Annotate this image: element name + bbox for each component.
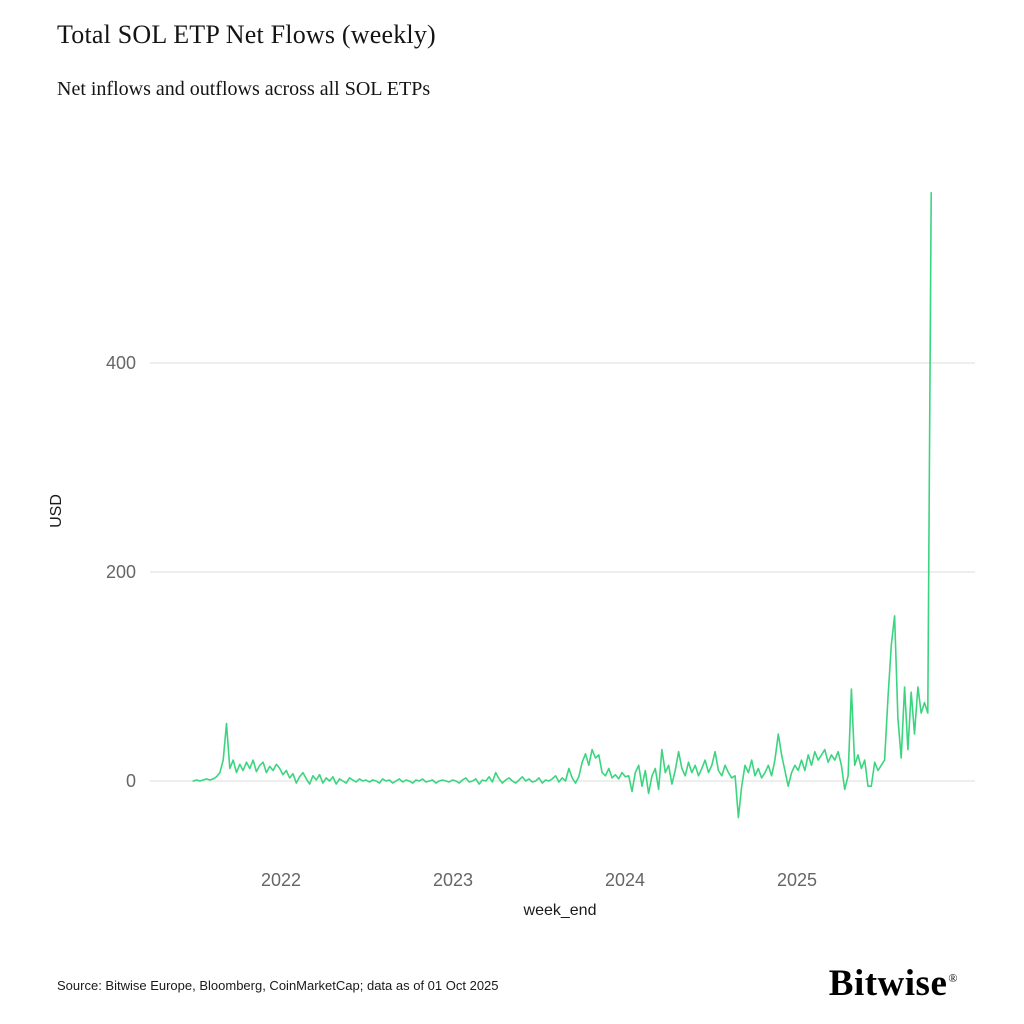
x-tick-label: 2023 <box>433 870 473 890</box>
source-note: Source: Bitwise Europe, Bloomberg, CoinM… <box>57 978 499 993</box>
x-tick-label: 2024 <box>605 870 645 890</box>
x-tick-label: 2022 <box>261 870 301 890</box>
registered-mark-icon: ® <box>948 970 958 985</box>
chart-subtitle: Net inflows and outflows across all SOL … <box>57 78 431 100</box>
net-flows-line <box>192 191 933 819</box>
x-tick-label: 2025 <box>777 870 817 890</box>
y-tick-label: 400 <box>106 353 136 373</box>
bitwise-logo: Bitwise® <box>829 962 958 1005</box>
y-tick-label: 200 <box>106 562 136 582</box>
chart-title: Total SOL ETP Net Flows (weekly) <box>57 20 436 49</box>
bitwise-wordmark: Bitwise <box>828 963 948 1004</box>
y-tick-label: 0 <box>126 771 136 791</box>
x-axis-label: week_end <box>523 902 597 919</box>
